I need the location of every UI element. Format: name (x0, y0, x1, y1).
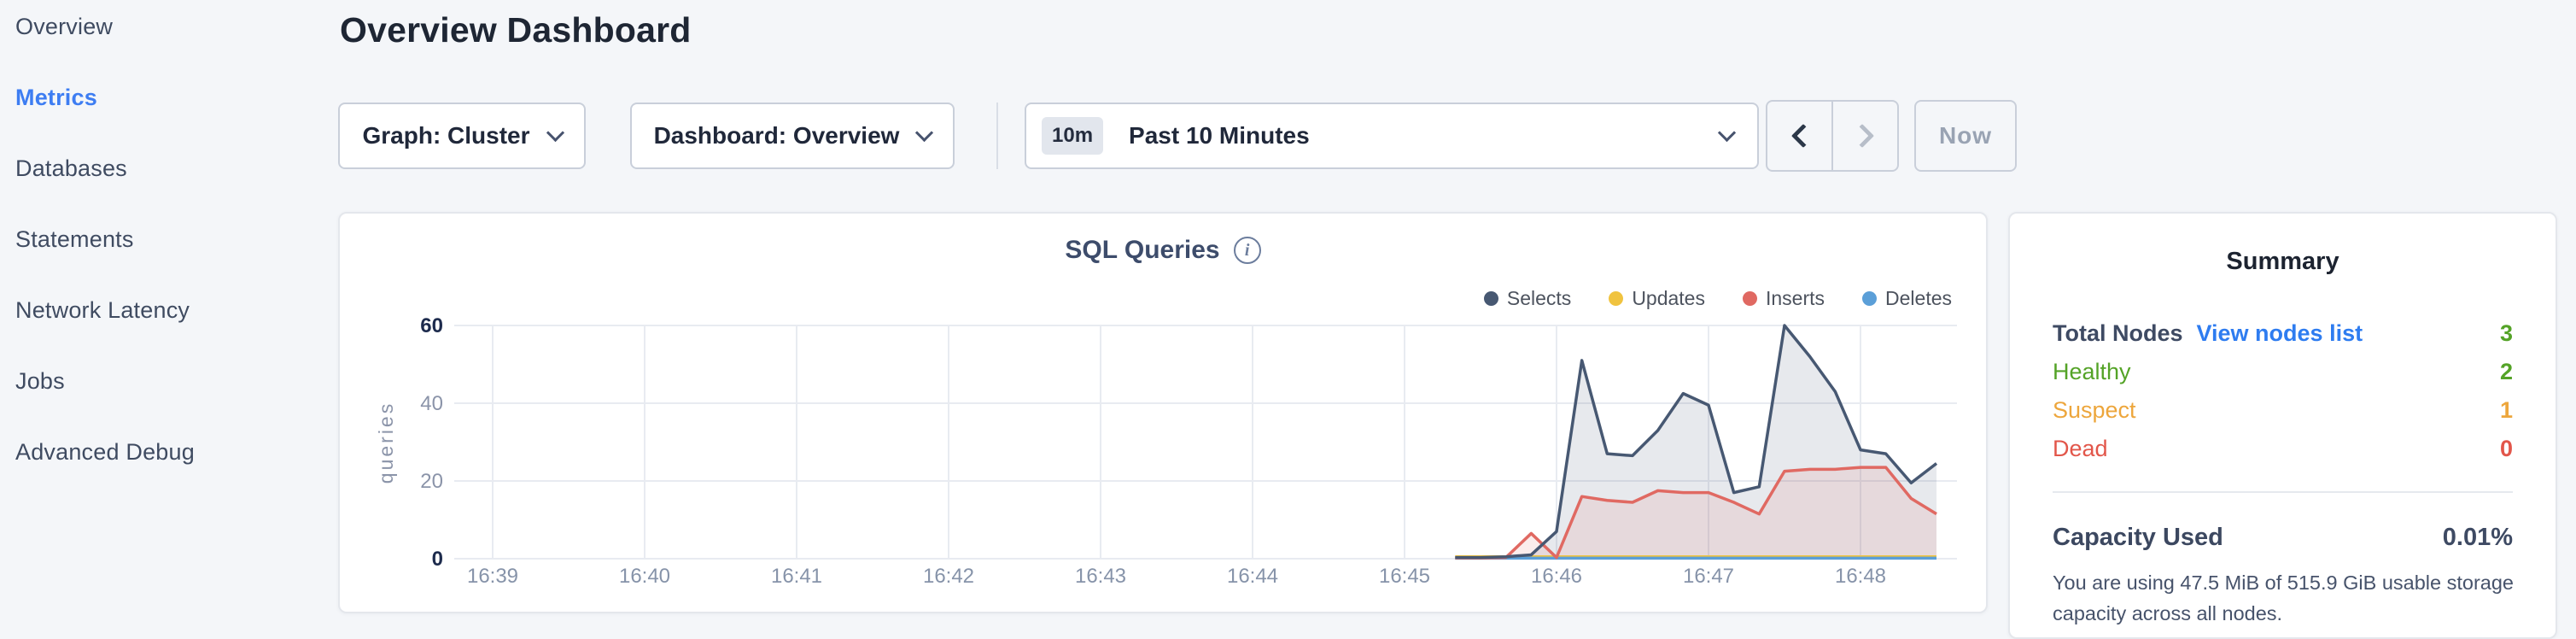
now-button[interactable]: Now (1914, 100, 2017, 172)
legend-dot-icon (1609, 291, 1624, 306)
capacity-description: You are using 47.5 MiB of 515.9 GiB usab… (2053, 572, 2514, 625)
summary-row-total-nodes: Total Nodes View nodes list 3 (2053, 320, 2513, 347)
svg-text:16:40: 16:40 (619, 565, 670, 588)
chart-title: SQL Queries (1065, 236, 1220, 264)
svg-text:16:47: 16:47 (1683, 565, 1734, 588)
summary-row-dead: Dead 0 (2053, 436, 2513, 462)
time-forward-button[interactable] (1831, 102, 1897, 170)
summary-row-label: Healthy (2053, 359, 2131, 384)
sidebar-item-overview[interactable]: Overview (15, 14, 114, 39)
sidebar-item-databases[interactable]: Databases (15, 155, 127, 181)
svg-text:16:41: 16:41 (771, 565, 822, 588)
summary-row-value: 0 (2499, 436, 2513, 461)
time-range-selector[interactable]: 10m Past 10 Minutes (1025, 103, 1759, 169)
summary-title: Summary (2226, 248, 2339, 275)
summary-divider (2053, 491, 2513, 493)
sidebar-item-statements[interactable]: Statements (15, 226, 134, 252)
svg-text:16:44: 16:44 (1227, 565, 1278, 588)
page-title: Overview Dashboard (340, 10, 692, 50)
summary-row-value: 2 (2499, 359, 2513, 384)
capacity-used-label: Capacity Used (2053, 524, 2223, 551)
time-back-button[interactable] (1767, 102, 1831, 170)
legend-item-selects: Selects (1483, 287, 1572, 310)
svg-text:60: 60 (420, 314, 443, 337)
legend-item-updates: Updates (1609, 287, 1705, 310)
legend-label: Deletes (1885, 287, 1952, 309)
summary-row-value: 3 (2499, 320, 2513, 346)
legend-item-inserts: Inserts (1742, 287, 1825, 310)
chevron-down-icon (546, 123, 564, 142)
view-nodes-list-link[interactable]: View nodes list (2196, 320, 2363, 346)
svg-text:16:39: 16:39 (467, 565, 518, 588)
summary-row-label: Suspect (2053, 397, 2136, 423)
legend-dot-icon (1483, 291, 1498, 306)
legend-label: Updates (1632, 287, 1705, 309)
capacity-row: Capacity Used 0.01% (2053, 524, 2513, 552)
svg-text:16:43: 16:43 (1075, 565, 1126, 588)
time-range-label: Past 10 Minutes (1129, 122, 1310, 149)
sidebar-item-advanced-debug[interactable]: Advanced Debug (15, 439, 195, 465)
sidebar-item-network-latency[interactable]: Network Latency (15, 297, 190, 323)
summary-row-value: 1 (2499, 397, 2513, 423)
sidebar-nav: Overview Metrics Databases Statements Networ… (0, 0, 335, 624)
sidebar-item-jobs[interactable]: Jobs (15, 368, 65, 394)
dashboard-dropdown[interactable]: Dashboard: Overview (630, 103, 955, 169)
time-step-buttons (1766, 100, 1899, 172)
chart-legend: Selects Updates Inserts Deletes (1483, 287, 1952, 310)
toolbar-divider (996, 103, 998, 169)
summary-row-suspect: Suspect 1 (2053, 397, 2513, 424)
graph-scope-label: Graph: Cluster (362, 122, 530, 149)
toolbar: Graph: Cluster Dashboard: Overview 10m P… (0, 100, 2576, 172)
summary-panel: Summary Total Nodes View nodes list 3 Healt… (2008, 212, 2557, 639)
legend-label: Inserts (1765, 287, 1825, 309)
svg-text:16:46: 16:46 (1531, 565, 1582, 588)
svg-text:20: 20 (420, 470, 443, 493)
graph-scope-dropdown[interactable]: Graph: Cluster (338, 103, 586, 169)
sql-queries-chart-card: SQL Queries i Selects Updates Inserts Delet… (338, 212, 1988, 613)
dashboard-label: Dashboard: Overview (653, 122, 900, 149)
svg-text:16:48: 16:48 (1835, 565, 1886, 588)
sql-queries-chart: 0 20 40 60 16:39 16:40 16:41 16:42 16:43 16:44 16:… (375, 314, 1957, 588)
summary-row-label: Dead (2053, 436, 2108, 461)
chevron-left-icon (1790, 123, 1815, 149)
svg-text:0: 0 (432, 548, 443, 571)
chart-title-row: SQL Queries i (340, 236, 1986, 265)
capacity-used-value: 0.01% (2442, 524, 2513, 551)
chevron-down-icon (915, 123, 934, 142)
summary-row-label: Total Nodes (2053, 320, 2183, 346)
svg-text:queries: queries (375, 402, 397, 484)
info-icon[interactable]: i (1233, 237, 1261, 264)
legend-dot-icon (1742, 291, 1757, 306)
summary-rows: Total Nodes View nodes list 3 Healthy 2 Suspe… (2053, 320, 2513, 462)
legend-label: Selects (1506, 287, 1572, 309)
time-range-badge: 10m (1042, 117, 1104, 155)
svg-text:16:45: 16:45 (1379, 565, 1430, 588)
svg-text:40: 40 (420, 392, 443, 415)
summary-row-healthy: Healthy 2 (2053, 359, 2513, 385)
chevron-down-icon (1717, 123, 1737, 142)
chevron-right-icon (1849, 123, 1874, 149)
legend-item-deletes: Deletes (1862, 287, 1952, 310)
legend-dot-icon (1862, 291, 1878, 306)
svg-text:16:42: 16:42 (923, 565, 974, 588)
sidebar-item-metrics[interactable]: Metrics (15, 85, 97, 110)
